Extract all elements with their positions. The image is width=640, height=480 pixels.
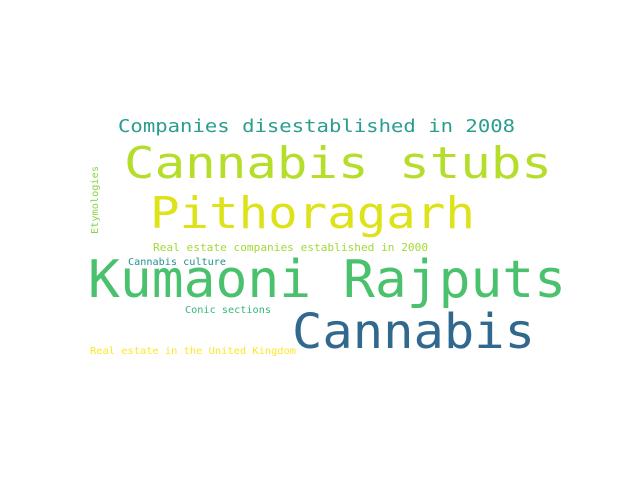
word-conic-sections: Conic sections xyxy=(185,305,271,316)
word-companies-disestablished-in-2008: Companies disestablished in 2008 xyxy=(118,116,516,137)
word-etymologies: Etymologies xyxy=(90,165,101,234)
word-cannabis-stubs: Cannabis stubs xyxy=(124,138,552,189)
word-cannabis: Cannabis xyxy=(292,304,535,360)
word-real-estate-in-the-united-kingdom: Real estate in the United Kingdom xyxy=(90,346,297,357)
word-real-estate-companies-established-in-2000: Real estate companies established in 200… xyxy=(153,241,429,254)
word-cannabis-culture: Cannabis culture xyxy=(128,257,226,268)
word-kumaoni-rajputs: Kumaoni Rajputs xyxy=(88,250,567,310)
word-pithoragarh: Pithoragarh xyxy=(150,188,475,239)
